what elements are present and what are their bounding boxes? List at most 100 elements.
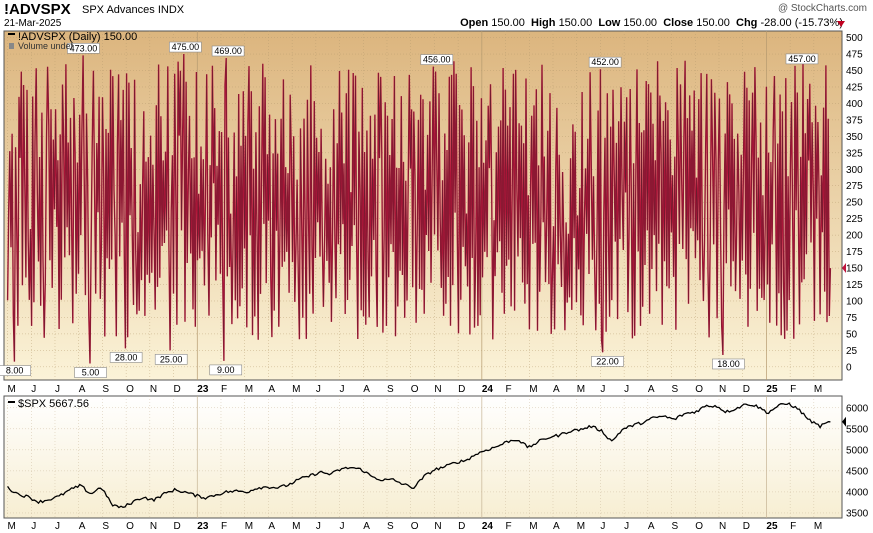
y-tick-label: 5000 [846,445,869,456]
x-tick-label: S [102,521,109,532]
extreme-annotation: 456.00 [420,54,454,65]
extreme-annotation: 457.00 [785,53,819,65]
x-tick-label: S [102,384,109,395]
x-tick-label: 23 [197,521,209,532]
annotation-label: 457.00 [788,54,816,64]
y-tick-label: 300 [846,165,863,176]
x-tick-label: S [387,384,394,395]
x-tick-label: M [529,384,537,395]
x-tick-label: J [31,384,36,395]
x-tick-label: A [79,521,86,532]
y-tick-label: 4000 [846,487,869,498]
x-tick-label: J [316,521,321,532]
x-tick-label: N [434,521,441,532]
y-tick-label: 4500 [846,466,869,477]
symbol-title: !ADVSPX [4,1,71,18]
x-tick-label: O [695,384,703,395]
x-tick-label: A [268,521,275,532]
x-tick-label: J [31,521,36,532]
x-tick-label: N [719,521,726,532]
x-tick-label: D [174,384,181,395]
volume-icon [9,43,14,49]
x-tick-label: J [624,384,629,395]
extreme-annotation: 28.00 [109,352,143,363]
x-tick-label: S [672,384,679,395]
x-tick-label: O [411,521,419,532]
x-tick-label: F [221,384,227,395]
x-tick-label: O [411,384,419,395]
x-tick-label: M [245,384,253,395]
annotation-label: 456.00 [423,55,451,65]
extreme-annotation: 473.00 [67,43,100,54]
y-tick-label: 25 [846,346,858,357]
x-tick-label: S [672,521,679,532]
down-triangle-icon [837,21,845,27]
x-tick-label: 25 [766,384,778,395]
x-tick-label: S [387,521,394,532]
x-tick-label: D [743,384,750,395]
x-tick-label: M [245,521,253,532]
y-tick-label: 150 [846,264,863,275]
x-tick-label: J [340,384,345,395]
x-tick-label: N [719,384,726,395]
y-tick-label: 450 [846,66,863,77]
y-tick-label: 200 [846,231,863,242]
chg-label: Chg [736,17,758,29]
x-tick-label: A [268,384,275,395]
x-tick-label: A [648,384,655,395]
annotation-label: 22.00 [596,356,619,366]
x-tick-label: J [600,521,605,532]
chart-header: !ADVSPX SPX Advances INDX 21-Mar-2025 @ … [0,0,873,30]
x-tick-label: M [292,384,300,395]
spx-panel-background [3,395,843,519]
annotation-label: 452.00 [591,57,619,67]
extreme-annotation: 9.00 [209,364,243,376]
x-tick-label: J [55,521,60,532]
y-tick-label: 475 [846,50,863,61]
x-tick-label: F [506,384,512,395]
x-tick-label: J [55,384,60,395]
low-value: 150.00 [623,17,658,29]
extreme-annotation: 18.00 [712,358,745,370]
y-tick-label: 225 [846,214,863,225]
extreme-annotation: 469.00 [211,45,245,57]
y-tick-label: 500 [846,33,863,44]
advances-series-shadow [7,53,831,364]
symbol-name: SPX Advances INDX [82,4,185,16]
y-tick-label: 50 [846,329,858,340]
open-value: 150.00 [491,17,525,29]
spx-panel-gridlines [4,396,842,518]
x-tick-label: J [340,521,345,532]
x-tick-label: 25 [766,521,778,532]
high-label: High [531,17,556,29]
x-tick-label: D [458,521,465,532]
high-value: 150.00 [558,17,593,29]
annotation-label: 18.00 [717,359,740,369]
open-label: Open [460,17,489,29]
y-tick-label: 0 [846,362,852,373]
x-tick-label: O [695,521,703,532]
x-tick-label: F [790,521,796,532]
x-tick-label: M [8,521,16,532]
y-tick-label: 425 [846,82,863,93]
x-tick-label: N [150,521,157,532]
extreme-annotation: 475.00 [169,41,202,53]
quote-summary: Open 150.00 High 150.00 Low 150.00 Close… [460,17,843,29]
x-tick-label: J [316,384,321,395]
y-tick-label: 250 [846,198,863,209]
y-tick-label: 3500 [846,508,869,519]
x-tick-label: N [150,384,157,395]
x-tick-label: A [79,384,86,395]
x-tick-label: M [577,521,585,532]
y-tick-label: 6000 [846,403,869,414]
spx-legend: $SPX 5667.56 [8,398,89,410]
x-tick-label: A [553,521,560,532]
y-tick-label: 275 [846,181,863,192]
x-tick-label: M [577,384,585,395]
chg-value: -28.00 (-15.73%) [760,17,843,29]
y-tick-label: 75 [846,313,858,324]
close-label: Close [663,17,694,29]
last-value-pointer [842,263,846,274]
x-tick-label: F [221,521,227,532]
